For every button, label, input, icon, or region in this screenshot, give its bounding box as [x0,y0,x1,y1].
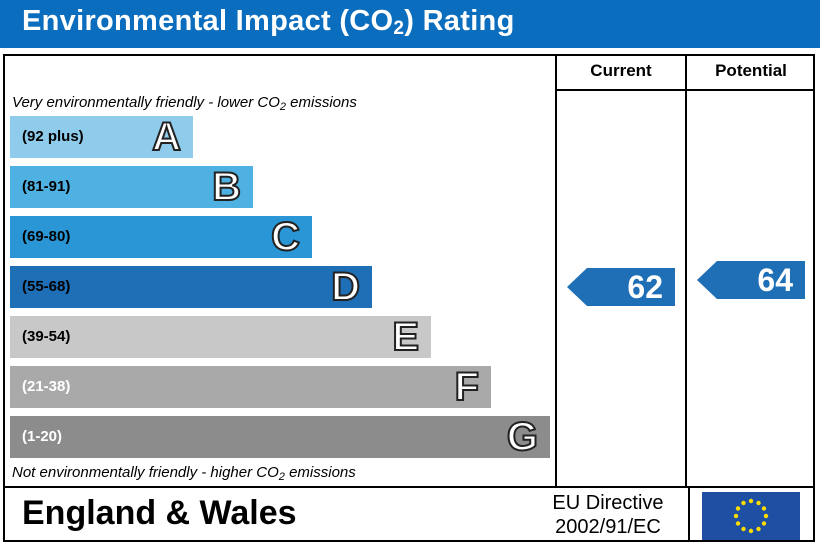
header-divider [555,89,815,91]
band-b: (81-91) B [10,164,253,210]
divider-current [555,54,557,488]
divider-potential [685,54,687,488]
top-note: Very environmentally friendly - lower CO… [12,94,357,113]
band-range-label: (69-80) [22,228,71,245]
eu-star [756,526,761,532]
band-g: (1-20) G [10,414,550,460]
eu-star [741,500,746,506]
eu-star [761,521,767,526]
band-range-label: (39-54) [22,328,71,345]
column-potential-header: Potential [715,61,787,80]
band-range-label: (21-38) [22,378,71,395]
band-letter: E [391,314,420,360]
eu-star [756,500,761,506]
band-range-label: (81-91) [22,178,71,195]
footer-divider [3,486,815,488]
title-bar: Environmental Impact (CO2) Rating [0,0,820,48]
bottom-note: Not environmentally friendly - higher CO… [12,464,356,483]
band-range-label: (1-20) [22,428,63,445]
eu-star [733,513,739,519]
potential-rating-arrow-shape [697,261,805,299]
band-range-label: (92 plus) [22,128,84,145]
eu-star [735,506,741,511]
chart-title: Environmental Impact (CO2) Rating [22,5,515,39]
eu-star [748,528,754,534]
eu-flag-icon [702,492,800,540]
footer-flag-divider [688,486,690,542]
eu-star [748,498,754,504]
eu-star [763,513,769,519]
band-letter: G [506,414,539,460]
current-rating-arrow-shape [567,268,675,306]
chart-frame [3,54,815,542]
current-rating-arrow-polygon [567,268,675,306]
band-letter: B [211,164,242,210]
band-letter: F [454,364,480,410]
band-letter: C [270,214,301,260]
current-rating-arrow-value: 62 [627,269,663,305]
band-f: (21-38) F [10,364,491,410]
potential-rating-arrow-value: 64 [757,262,793,298]
footer-country: England & Wales [22,494,297,532]
band-e: (39-54) E [10,314,431,360]
band-d: (55-68) D [10,264,372,310]
eu-star [735,521,741,526]
band-range-label: (55-68) [22,278,71,295]
eu-star [761,506,767,511]
band-letter: D [330,264,361,310]
band-letter: A [151,114,182,160]
band-a: (92 plus) A [10,114,193,160]
band-c: (69-80) C [10,214,312,260]
footer-directive-line2: 2002/91/EC [555,516,661,538]
footer-directive-line1: EU Directive [552,492,664,514]
column-current-header: Current [590,61,652,80]
eu-star [741,526,746,532]
potential-rating-arrow: 64 [697,261,805,299]
current-rating-arrow: 62 [567,268,675,306]
potential-rating-arrow-polygon [697,261,805,299]
